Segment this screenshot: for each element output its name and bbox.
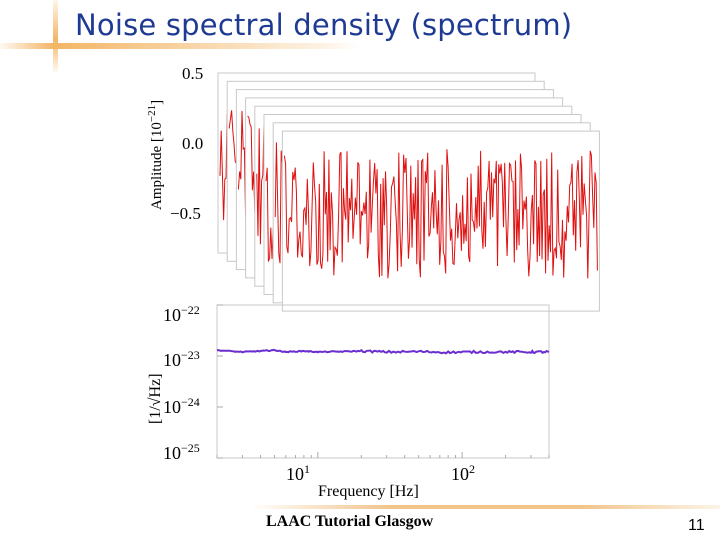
spectrum-x-ticks: 101 102 xyxy=(286,462,475,484)
spectrum-x-axis-label: Frequency [Hz] xyxy=(318,483,419,500)
spectrum-plot xyxy=(216,304,550,459)
accent-vertical-bar xyxy=(53,0,58,72)
spectrum-xtick-label: 101 xyxy=(286,462,310,484)
spectrum-ytick-label: 10−24 xyxy=(163,395,200,417)
slide-title: Noise spectral density (spectrum) xyxy=(75,8,573,42)
top-y-axis-label: Amplitude [10−21] xyxy=(146,100,165,210)
spectrum-y-ticks: 10−22 10−23 10−24 10−25 xyxy=(163,303,200,463)
spectrum-tick-marks xyxy=(216,304,550,459)
top-ytick-label: 0.0 xyxy=(182,134,203,153)
footer-text: LAAC Tutorial Glasgow xyxy=(266,513,434,530)
spectrum-series-line xyxy=(216,348,550,355)
top-ytick-label: 0.5 xyxy=(182,64,203,83)
accent-horizontal-bar xyxy=(0,43,360,49)
page-number: 11 xyxy=(688,517,705,534)
spectrum-ytick-label: 10−25 xyxy=(163,441,200,463)
top-y-ticks: 0.5 0.0 −0.5 xyxy=(170,64,203,223)
spectrum-y-axis-label: [1/√Hz] xyxy=(147,373,164,424)
spectrum-ytick-label: 10−22 xyxy=(163,303,200,325)
top-ytick-label: −0.5 xyxy=(170,204,201,223)
spectrum-plot-frame xyxy=(216,304,550,459)
footer-accent-bar xyxy=(250,505,720,509)
stack-signal-trace xyxy=(283,149,598,279)
spectrum-ytick-label: 10−23 xyxy=(163,348,200,370)
stacked-timeseries-plot xyxy=(217,72,600,312)
spectrum-xtick-label: 102 xyxy=(451,462,475,484)
